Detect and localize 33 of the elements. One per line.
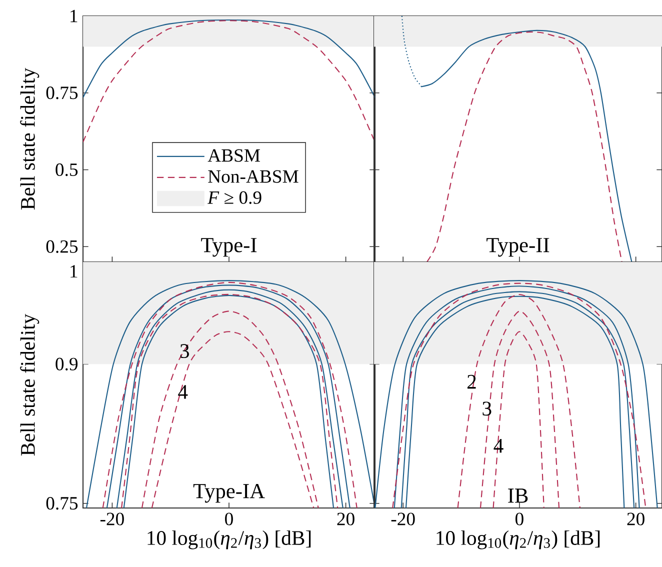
text: Type-I bbox=[201, 238, 257, 257]
line-series bbox=[83, 20, 375, 143]
line-series bbox=[83, 19, 375, 98]
x-tick-label: -20 bbox=[100, 512, 124, 526]
annotation: 2 bbox=[467, 374, 476, 389]
y-axis-title: Bell state fidelity bbox=[20, 314, 40, 456]
y-tick-label: 0.5 bbox=[56, 163, 78, 176]
annotation: 4 bbox=[178, 385, 188, 399]
legend-label: F ≥ 0.9 bbox=[208, 191, 262, 204]
text: Type-II bbox=[486, 238, 550, 257]
y-tick-label: 0.75 bbox=[46, 497, 78, 510]
line-series bbox=[151, 331, 314, 508]
text: Type-IA bbox=[193, 484, 265, 503]
text: IB bbox=[508, 488, 528, 503]
x-tick-label: 0 bbox=[225, 512, 233, 526]
annotation: 3 bbox=[180, 344, 189, 358]
y-tick-label: 1 bbox=[70, 265, 78, 278]
y-tick-label: 0.25 bbox=[46, 240, 78, 253]
text: 10 log$_{10}$(η$_{2}$/η$_{3}$) [dB] bbox=[148, 530, 311, 550]
text: 10 log$_{10}$(η$_{2}$/η$_{3}$) [dB] bbox=[436, 530, 600, 550]
annotation: 4 bbox=[494, 439, 504, 453]
line-series bbox=[141, 310, 319, 508]
x-tick-label: -20 bbox=[391, 512, 415, 526]
y-tick-label: 1 bbox=[70, 10, 78, 22]
x-tick-label: 20 bbox=[337, 512, 354, 526]
legend-label: Non-ABSM bbox=[208, 170, 298, 183]
legend-label: ABSM bbox=[208, 149, 260, 162]
x-tick-label: 20 bbox=[627, 512, 644, 526]
x-tick-label: 0 bbox=[516, 512, 524, 526]
y-tick-label: 0.75 bbox=[46, 86, 78, 100]
y-tick-label: 0.9 bbox=[56, 358, 78, 370]
annotation: 3 bbox=[482, 402, 492, 416]
y-axis-title: Bell state fidelity bbox=[20, 68, 40, 210]
